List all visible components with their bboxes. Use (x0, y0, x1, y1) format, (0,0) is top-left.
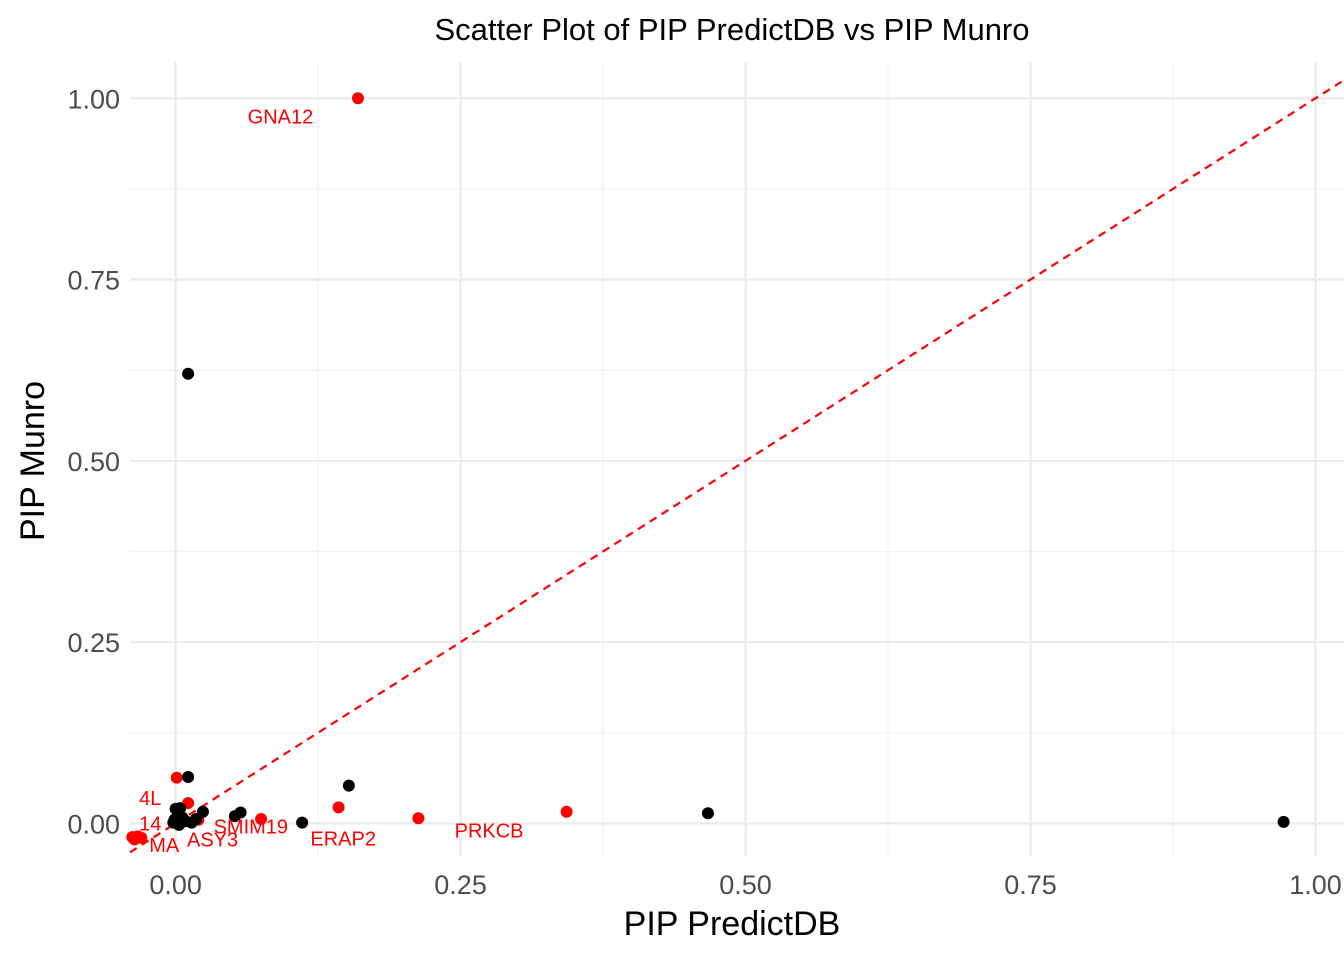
other-point (296, 816, 309, 829)
minor-gridlines (130, 62, 1344, 856)
highlighted-point (332, 801, 345, 814)
y-tick-label: 0.75 (67, 266, 120, 296)
point-label: MA (149, 835, 180, 857)
point-label: 14 (139, 813, 161, 835)
other-point (228, 810, 241, 823)
highlighted-point (412, 812, 425, 825)
x-tick-label: 0.75 (1004, 870, 1057, 900)
x-tick-label: 0.00 (149, 870, 202, 900)
highlighted-point (255, 813, 268, 826)
chart-title: Scatter Plot of PIP PredictDB vs PIP Mun… (435, 12, 1030, 47)
point-label: 4L (139, 788, 161, 810)
point-label: ERAP2 (310, 829, 376, 851)
point-label: ASY3 (187, 829, 238, 851)
point-label: GNA12 (248, 106, 314, 128)
x-axis-ticks: 0.00 0.25 0.50 0.75 1.00 (149, 870, 1341, 900)
major-gridlines (130, 62, 1344, 856)
highlighted-point (351, 92, 364, 105)
other-point (1277, 815, 1290, 828)
other-point (190, 813, 203, 826)
reference-line (129, 79, 1344, 854)
y-tick-label: 1.00 (67, 84, 120, 114)
x-tick-label: 0.25 (434, 870, 487, 900)
reference-line-layer (129, 79, 1344, 854)
other-point (342, 779, 355, 792)
other-point (701, 807, 714, 820)
y-tick-label: 0.25 (67, 628, 120, 658)
y-tick-label: 0.50 (67, 447, 120, 477)
x-tick-label: 0.50 (719, 870, 772, 900)
y-axis-title: PIP Munro (14, 381, 52, 541)
point-label: PRKCB (455, 821, 524, 843)
other-point (182, 770, 195, 783)
highlighted-point (560, 805, 573, 818)
other-point (173, 818, 186, 831)
points-layer (126, 92, 1290, 846)
x-tick-label: 1.00 (1289, 870, 1342, 900)
x-axis-title: PIP PredictDB (624, 905, 841, 943)
y-tick-label: 0.00 (67, 809, 120, 839)
other-point (182, 367, 195, 380)
highlighted-point (126, 831, 139, 844)
point-label: SMIM19 (214, 816, 288, 838)
y-axis-ticks: 0.00 0.25 0.50 0.75 1.00 (67, 84, 120, 839)
highlighted-point (170, 771, 183, 784)
